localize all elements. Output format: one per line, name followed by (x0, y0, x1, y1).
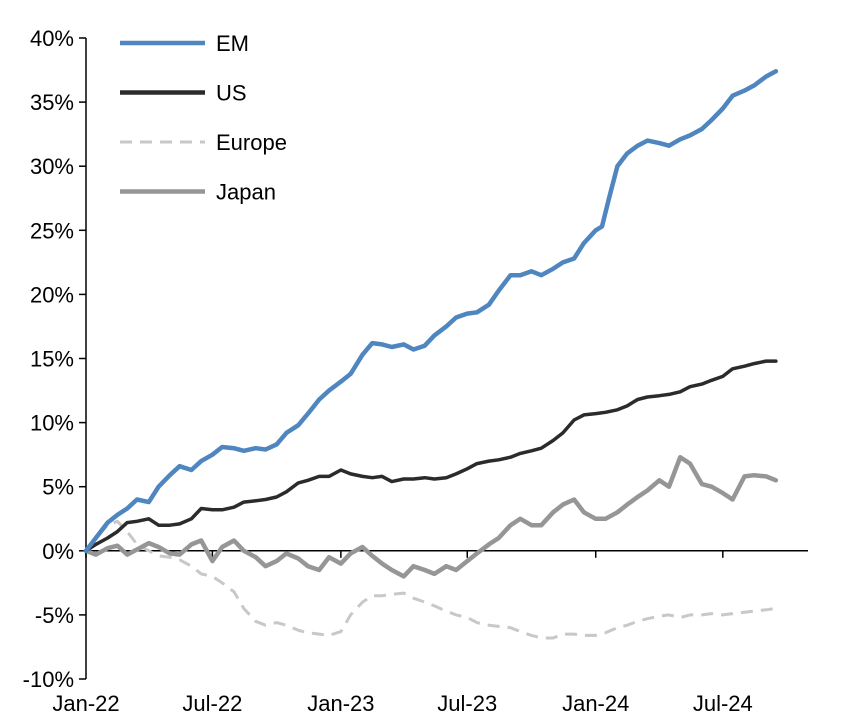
y-tick-label: 10% (30, 411, 74, 436)
series-line-us (84, 359, 778, 553)
y-tick-label: 20% (30, 282, 74, 307)
y-tick-label: 40% (30, 26, 74, 51)
series-line-europe (84, 519, 777, 640)
y-tick-label: 35% (30, 90, 74, 115)
y-tick-label: -5% (35, 603, 74, 628)
y-tick-label: 5% (42, 475, 74, 500)
series-line-japan (83, 454, 779, 579)
x-tick-label: Jan-23 (307, 691, 374, 716)
legend: EM US Europe Japan (120, 31, 287, 205)
y-tick-label: 15% (30, 347, 74, 372)
x-tick-label: Jul-24 (693, 691, 753, 716)
y-axis: 40% 35% 30% 25% 20% 15% 10% 5% 0% -5% -10% (23, 26, 87, 692)
x-tick-label: Jan-22 (52, 691, 119, 716)
series-line-em (83, 69, 779, 554)
x-tick-label: Jul-22 (182, 691, 242, 716)
legend-label-us: US (216, 81, 247, 106)
x-tick-label: Jul-23 (437, 691, 497, 716)
x-axis: Jan-22 Jul-22 Jan-23 Jul-23 Jan-24 Jul-24 (52, 550, 808, 716)
legend-label-em: EM (216, 31, 249, 56)
x-tick-label: Jan-24 (562, 691, 629, 716)
legend-label-europe: Europe (216, 130, 287, 155)
y-tick-label: 30% (30, 154, 74, 179)
y-tick-label: 0% (42, 539, 74, 564)
series-lines (83, 69, 779, 640)
y-tick-label: 25% (30, 218, 74, 243)
y-tick-label: -10% (23, 667, 74, 692)
legend-label-japan: Japan (216, 180, 276, 205)
